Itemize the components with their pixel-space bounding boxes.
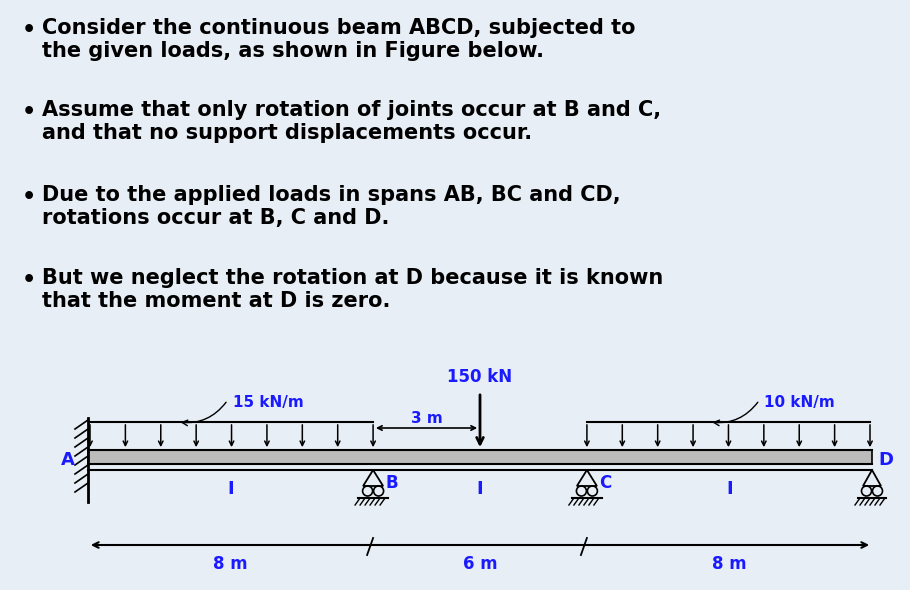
Text: •: • (22, 270, 36, 290)
Text: 3 m: 3 m (410, 411, 442, 426)
Text: But we neglect the rotation at D because it is known: But we neglect the rotation at D because… (42, 268, 663, 288)
Text: Due to the applied loads in spans AB, BC and CD,: Due to the applied loads in spans AB, BC… (42, 185, 621, 205)
Text: A: A (61, 451, 75, 469)
Text: D: D (878, 451, 894, 469)
Text: •: • (22, 187, 36, 207)
Text: •: • (22, 102, 36, 122)
Text: I: I (228, 480, 234, 498)
Text: Assume that only rotation of joints occur at B and C,: Assume that only rotation of joints occu… (42, 100, 662, 120)
Text: B: B (385, 474, 398, 492)
Text: that the moment at D is zero.: that the moment at D is zero. (42, 291, 390, 311)
Text: 10 kN/m: 10 kN/m (764, 395, 835, 410)
Text: •: • (22, 20, 36, 40)
Text: Consider the continuous beam ABCD, subjected to: Consider the continuous beam ABCD, subje… (42, 18, 635, 38)
Text: 8 m: 8 m (213, 555, 248, 573)
Bar (88, 450, 872, 464)
Text: 6 m: 6 m (462, 555, 497, 573)
Text: C: C (599, 474, 612, 492)
Text: I: I (477, 480, 483, 498)
Text: 8 m: 8 m (713, 555, 747, 573)
Text: I: I (726, 480, 733, 498)
Text: rotations occur at B, C and D.: rotations occur at B, C and D. (42, 208, 389, 228)
Text: and that no support displacements occur.: and that no support displacements occur. (42, 123, 532, 143)
Text: the given loads, as shown in Figure below.: the given loads, as shown in Figure belo… (42, 41, 544, 61)
Text: 150 kN: 150 kN (448, 368, 512, 386)
Text: 15 kN/m: 15 kN/m (233, 395, 304, 410)
